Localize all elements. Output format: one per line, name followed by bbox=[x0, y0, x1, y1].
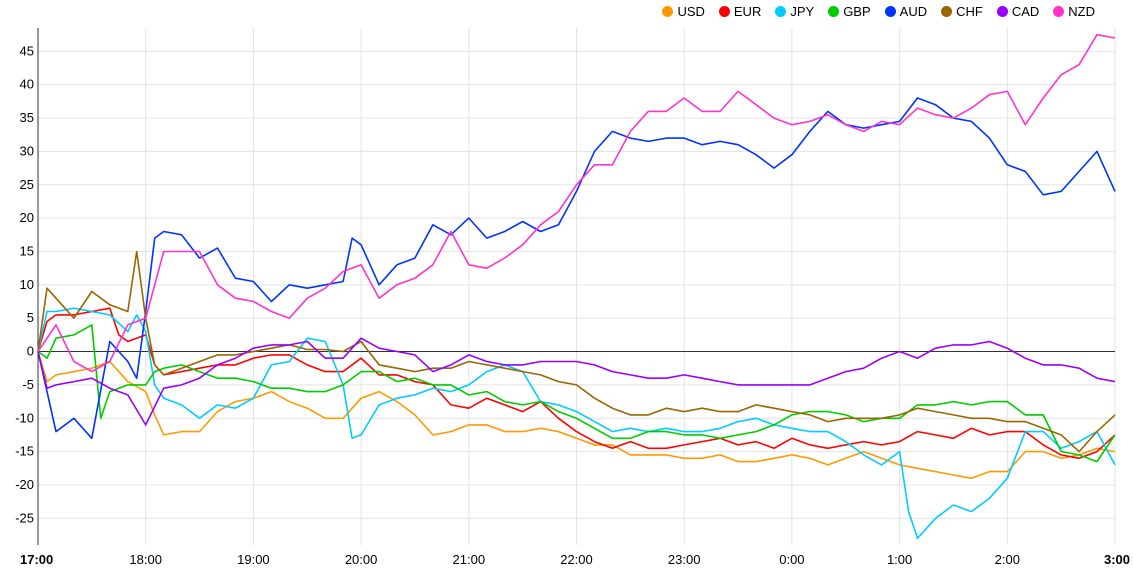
legend-dot-icon bbox=[828, 6, 840, 17]
y-tick-label: -20 bbox=[15, 477, 34, 492]
legend-item-cad[interactable]: CAD bbox=[996, 4, 1040, 19]
series-line-nzd bbox=[37, 33, 1116, 373]
legend-item-jpy[interactable]: JPY bbox=[775, 4, 814, 19]
x-tick-label: 3:00 bbox=[1104, 552, 1130, 567]
series-line-aud bbox=[37, 97, 1116, 440]
legend-dot-icon bbox=[718, 6, 730, 17]
x-tick-label: 2:00 bbox=[995, 552, 1020, 567]
legend-item-usd[interactable]: USD bbox=[662, 4, 705, 19]
series-line-chf bbox=[37, 250, 1116, 453]
x-tick-label: 23:00 bbox=[668, 552, 701, 567]
y-tick-label: 10 bbox=[20, 277, 34, 292]
legend-label: AUD bbox=[899, 4, 928, 19]
y-tick-label: -5 bbox=[22, 377, 34, 392]
y-tick-label: 40 bbox=[20, 77, 34, 92]
legend-label: CAD bbox=[1011, 4, 1040, 19]
x-tick-label: 18:00 bbox=[129, 552, 162, 567]
x-tick-label: 22:00 bbox=[560, 552, 593, 567]
y-tick-label: 15 bbox=[20, 243, 34, 258]
legend-label: JPY bbox=[790, 4, 815, 19]
legend: USD EUR JPY GBP AUD CHF CAD NZD bbox=[662, 4, 1095, 19]
legend-item-nzd[interactable]: NZD bbox=[1053, 4, 1095, 19]
y-tick-label: 0 bbox=[27, 344, 34, 359]
y-tick-label: 25 bbox=[20, 177, 34, 192]
y-tick-label: 35 bbox=[20, 110, 34, 125]
x-tick-label: 21:00 bbox=[453, 552, 486, 567]
y-tick-label: -15 bbox=[15, 444, 34, 459]
legend-item-aud[interactable]: AUD bbox=[884, 4, 928, 19]
legend-label: CHF bbox=[956, 4, 983, 19]
y-tick-label: 30 bbox=[20, 143, 34, 158]
legend-dot-icon bbox=[941, 6, 953, 17]
legend-dot-icon bbox=[1053, 6, 1065, 17]
y-tick-label: -25 bbox=[15, 510, 34, 525]
x-tick-label: 0:00 bbox=[779, 552, 804, 567]
legend-item-eur[interactable]: EUR bbox=[718, 4, 762, 19]
legend-item-chf[interactable]: CHF bbox=[941, 4, 983, 19]
legend-label: GBP bbox=[843, 4, 871, 19]
x-tick-label: 17:00 bbox=[20, 552, 53, 567]
series-line-eur bbox=[37, 307, 1116, 460]
y-tick-label: 20 bbox=[20, 210, 34, 225]
series-line-jpy bbox=[37, 307, 1116, 540]
legend-item-gbp[interactable]: GBP bbox=[828, 4, 871, 19]
legend-dot-icon bbox=[996, 6, 1008, 17]
legend-label: NZD bbox=[1068, 4, 1095, 19]
legend-label: USD bbox=[677, 4, 705, 19]
legend-label: EUR bbox=[733, 4, 762, 19]
legend-dot-icon bbox=[884, 6, 896, 17]
series-line-cad bbox=[37, 337, 1116, 426]
legend-dot-icon bbox=[775, 6, 787, 17]
y-tick-label: -10 bbox=[15, 410, 34, 425]
y-tick-label: 5 bbox=[27, 310, 34, 325]
legend-dot-icon bbox=[662, 6, 674, 17]
series-line-gbp bbox=[37, 324, 1116, 463]
series-line-usd bbox=[37, 351, 1116, 480]
x-tick-label: 20:00 bbox=[345, 552, 378, 567]
x-tick-label: 19:00 bbox=[237, 552, 270, 567]
x-tick-label: 1:00 bbox=[887, 552, 912, 567]
y-tick-label: 45 bbox=[20, 43, 34, 58]
